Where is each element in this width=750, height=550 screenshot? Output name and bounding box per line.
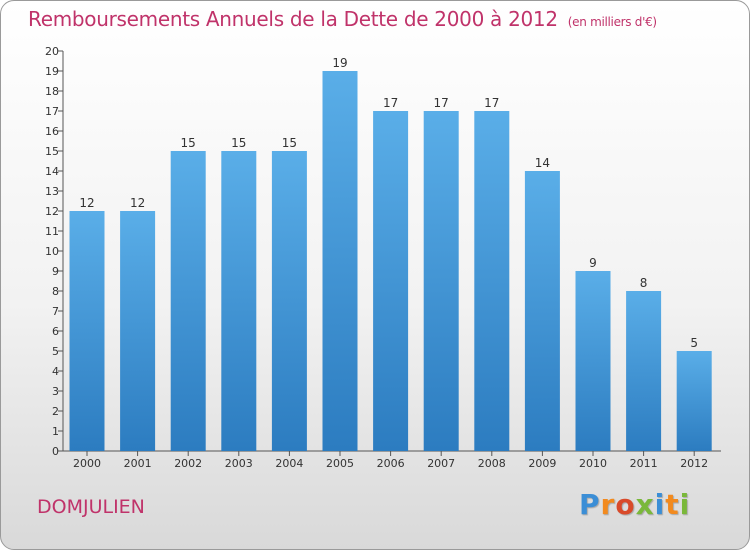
bar-2012 [676,351,712,451]
data-label-2007: 17 [434,96,449,110]
bar-2008 [474,111,510,451]
y-tick-label: 0 [52,445,59,458]
bar-2000 [69,211,105,451]
y-tick-label: 2 [52,405,59,418]
data-label-2011: 8 [640,276,648,290]
x-tick-label-2003: 2003 [225,457,253,470]
y-tick-label: 15 [45,145,59,158]
data-label-2009: 14 [535,156,550,170]
x-tick-label-2000: 2000 [73,457,101,470]
x-tick-label-2005: 2005 [326,457,354,470]
bar-2009 [524,171,560,451]
logo-letter: i [679,488,691,521]
logo-letter: x [635,488,655,521]
data-label-2008: 17 [484,96,499,110]
x-tick-label-2001: 2001 [124,457,152,470]
data-label-2003: 15 [231,136,246,150]
x-tick-label-2007: 2007 [427,457,455,470]
y-tick-label: 9 [52,265,59,278]
x-tick-label-2011: 2011 [630,457,658,470]
commune-name: DOMJULIEN [37,496,145,518]
y-tick-label: 1 [52,425,59,438]
logo-letter: r [600,488,616,521]
data-label-2005: 19 [332,56,347,70]
x-tick-label-2004: 2004 [275,457,303,470]
logo-letter: o [615,488,636,521]
y-tick-label: 13 [45,185,59,198]
y-tick-label: 20 [45,45,59,58]
y-tick-label: 16 [45,125,59,138]
bar-2007 [423,111,459,451]
y-tick-label: 17 [45,105,59,118]
bar-2011 [626,291,662,451]
logo-letter: i [654,488,666,521]
data-label-2001: 12 [130,196,145,210]
y-tick-label: 10 [45,245,59,258]
bars: 12 12 15 15 15 19 17 17 17 14 9 8 5 [69,56,712,451]
bar-2004 [271,151,307,451]
x-tick-label-2009: 2009 [528,457,556,470]
logo-letter: t [665,488,680,521]
y-tick-label: 7 [52,305,59,318]
y-tick-label: 19 [45,65,59,78]
data-label-2004: 15 [282,136,297,150]
x-tick-label-2002: 2002 [174,457,202,470]
chart-title: Remboursements Annuels de la Dette de 20… [28,7,657,31]
title-text: Remboursements Annuels de la Dette de 20… [28,7,558,31]
x-tick-label-2010: 2010 [579,457,607,470]
data-label-2006: 17 [383,96,398,110]
unit-label: (en milliers d'€) [567,15,657,29]
y-tick-label: 8 [52,285,59,298]
x-tick-label-2008: 2008 [478,457,506,470]
x-tick-labels: 2000 2001 2002 2003 2004 2005 2006 2007 2008 2009… [73,451,708,470]
data-label-2002: 15 [181,136,196,150]
proxiti-logo: Proxiti [579,488,690,521]
logo-letter: P [579,488,601,521]
y-tick-label: 5 [52,345,59,358]
y-tick-label: 11 [45,225,59,238]
y-tick-label: 6 [52,325,59,338]
bar-2001 [120,211,156,451]
y-tick-label: 3 [52,385,59,398]
y-tick-label: 14 [45,165,59,178]
y-tick-label: 18 [45,85,59,98]
x-tick-label-2012: 2012 [680,457,708,470]
data-label-2010: 9 [589,256,597,270]
bar-2006 [373,111,409,451]
bar-2010 [575,271,611,451]
data-label-2000: 12 [79,196,94,210]
data-label-2012: 5 [690,336,698,350]
x-tick-label-2006: 2006 [377,457,405,470]
bar-2005 [322,71,358,451]
y-tick-label: 12 [45,205,59,218]
bar-2002 [170,151,206,451]
bar-2003 [221,151,257,451]
y-tick-label: 4 [52,365,59,378]
